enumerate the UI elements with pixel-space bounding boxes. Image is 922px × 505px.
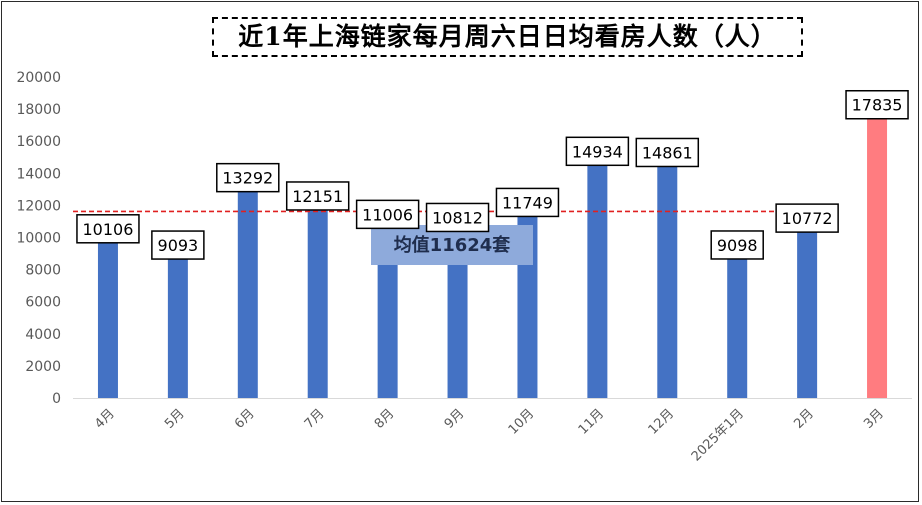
bar: [657, 159, 678, 398]
bars: [97, 111, 888, 398]
y-tick-label: 8000: [25, 263, 61, 279]
data-label-text: 9098: [717, 236, 758, 255]
data-label: 9098: [710, 230, 764, 260]
y-tick-label: 0: [52, 391, 61, 407]
bar: [587, 158, 608, 398]
x-tick-label: 12月: [646, 406, 677, 437]
data-label-box: [635, 137, 700, 168]
bar: [377, 221, 398, 398]
data-label-box: [76, 214, 140, 244]
x-tick-label: 7月: [302, 406, 328, 432]
data-label-box: [285, 181, 350, 211]
x-tick-label: 4月: [92, 406, 118, 432]
data-label-text: 10772: [782, 209, 833, 228]
data-label-text: 13292: [222, 169, 273, 188]
y-tick-label: 20000: [16, 70, 61, 86]
x-tick-label: 2025年1月: [689, 406, 747, 464]
data-labels: 10106 9093 13292 12151 11006 10812 11749 14934 1…: [76, 89, 909, 260]
data-label: 11006: [355, 199, 420, 230]
data-label: 12151: [285, 181, 350, 211]
bar: [447, 224, 468, 398]
data-label: 10812: [425, 202, 490, 233]
y-tick-label: 18000: [16, 102, 61, 118]
x-tick-label: 6月: [232, 406, 258, 432]
y-tick-label: 4000: [25, 327, 61, 343]
y-tick-label: 2000: [25, 359, 61, 375]
x-tick-label: 9月: [442, 406, 468, 432]
bar: [237, 184, 258, 398]
data-label: 11749: [495, 187, 560, 218]
data-label: 10772: [775, 203, 839, 233]
x-tick-label: 8月: [372, 406, 398, 432]
data-label-box: [565, 136, 630, 167]
bar: [797, 225, 818, 398]
data-label-text: 10106: [83, 220, 134, 239]
data-label-text: 17835: [852, 96, 903, 115]
data-label: 14934: [565, 136, 630, 167]
y-tick-label: 10000: [16, 231, 61, 247]
data-label: 13292: [216, 162, 280, 193]
data-label-box: [775, 203, 839, 233]
data-label: 10106: [76, 214, 140, 244]
x-tick-label: 2月: [791, 406, 817, 432]
data-label: 14861: [635, 137, 700, 168]
y-tick-label: 14000: [16, 166, 61, 182]
x-tick-label: 11月: [576, 406, 607, 437]
y-tick-label: 6000: [25, 295, 61, 311]
data-label-box: [710, 230, 764, 260]
data-label: 17835: [845, 89, 909, 120]
data-label-text: 11006: [362, 205, 413, 224]
data-label-box: [216, 162, 280, 193]
data-label-text: 12151: [292, 187, 343, 206]
x-tick-label: 10月: [506, 406, 537, 437]
bar: [727, 251, 748, 398]
average-label: 均值11624套: [394, 234, 511, 256]
data-label-text: 14861: [642, 143, 693, 162]
chart-title: 近1年上海链家每月周六日日均看房人数（人）: [212, 17, 803, 57]
data-label-text: 11749: [502, 193, 553, 212]
data-label-text: 10812: [432, 208, 483, 227]
data-label-box: [355, 199, 420, 230]
data-label: 9093: [151, 230, 205, 260]
data-label-text: 14934: [572, 142, 623, 161]
y-tick-label: 16000: [16, 134, 61, 150]
data-label-box: [151, 230, 205, 260]
bar: [167, 252, 188, 398]
y-tick-label: 12000: [16, 198, 61, 214]
y-axis: 0 2000 4000 6000 8000 10000 12000 14000 16000 180…: [16, 70, 61, 407]
bar: [867, 111, 888, 398]
data-label-box: [845, 89, 909, 120]
x-tick-label: 5月: [162, 406, 188, 432]
bar: [307, 202, 328, 398]
data-label-text: 9093: [158, 236, 199, 255]
data-label-box: [495, 187, 560, 218]
x-axis: 4月 5月 6月 7月 8月 9月 10月 11月 12月 2025年1月 2月 3月: [92, 406, 887, 464]
bar: [97, 235, 118, 398]
x-tick-label: 3月: [861, 406, 887, 432]
data-label-box: [425, 202, 490, 233]
